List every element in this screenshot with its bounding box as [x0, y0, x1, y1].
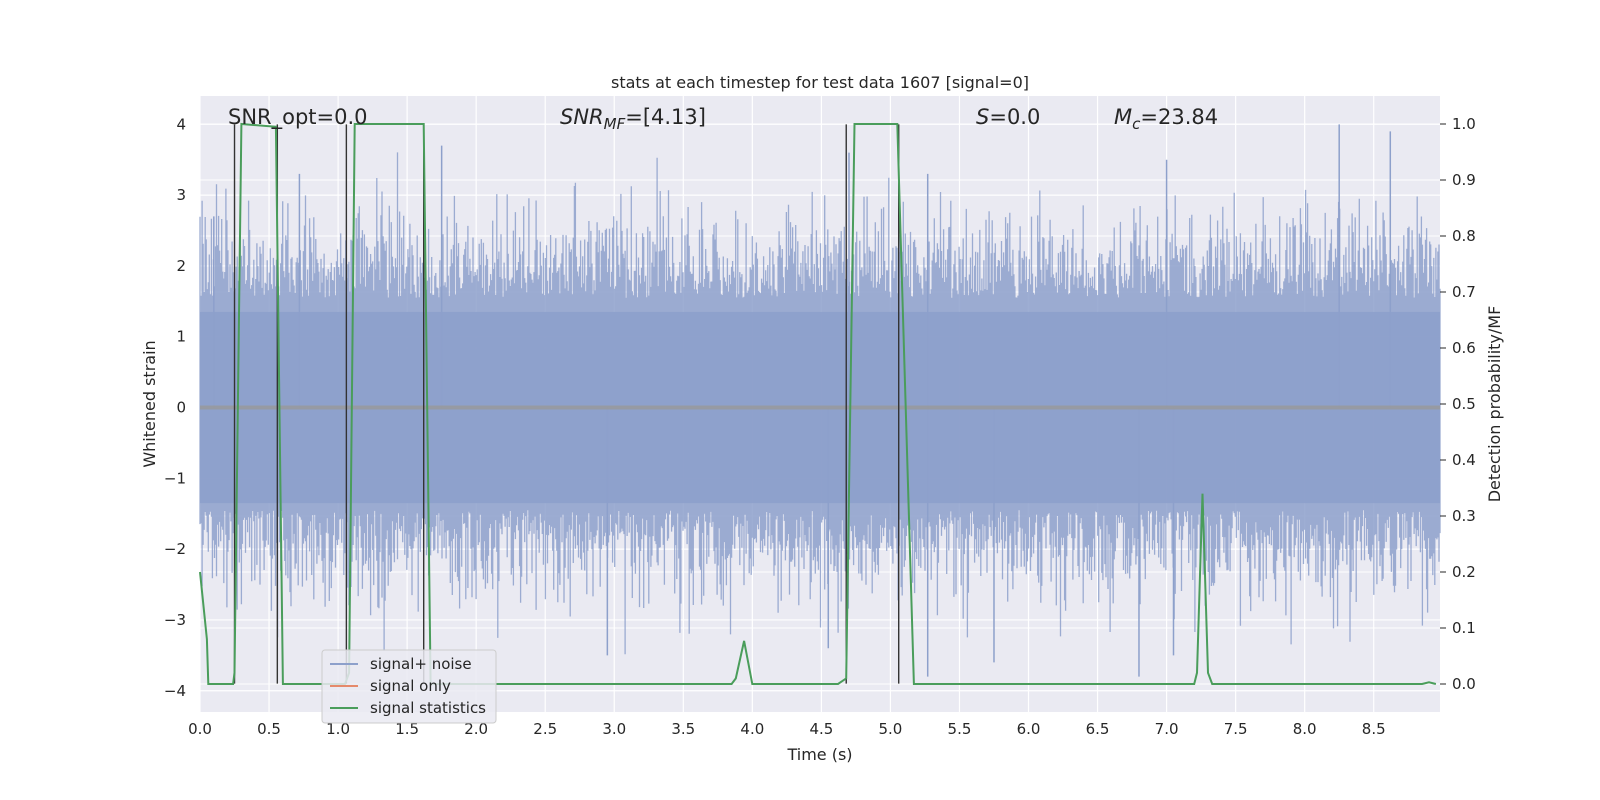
mc-main: M: [1114, 105, 1132, 129]
y-tick-label: 2: [176, 257, 186, 275]
snr-mf-main: SNR: [560, 105, 604, 129]
y2-tick-label: 0.8: [1452, 227, 1476, 245]
y2-axis-ticks: 1.0 0.9 0.8 0.7 0.6 0.5 0.4 0.3 0.2 0.1 0.0: [1440, 115, 1476, 693]
y-tick-label: −4: [164, 682, 186, 700]
x-tick-label: 7.5: [1224, 720, 1248, 738]
y-tick-label: 4: [176, 115, 186, 133]
legend-label-statistics: signal statistics: [370, 699, 486, 717]
x-axis-ticks: 0.0 0.5 1.0 1.5 2.0 2.5 3.0 3.5 4.0 4.5 5.0 5.5 6.0 6…: [188, 720, 1386, 738]
y2-tick-label: 0.4: [1452, 451, 1476, 469]
y-tick-label: 3: [176, 186, 186, 204]
y-axis-ticks: 4 3 2 1 0 −1 −2 −3 −4: [164, 115, 186, 699]
legend-box: [321, 649, 497, 724]
x-tick-label: 5.0: [878, 720, 902, 738]
annotation-s: S=0.0: [976, 105, 1040, 129]
x-tick-label: 6.5: [1086, 720, 1110, 738]
mc-rest: =23.84: [1140, 105, 1218, 129]
x-tick-label: 8.0: [1293, 720, 1317, 738]
y2-tick-label: 0.0: [1452, 675, 1476, 693]
statistics-line: [199, 122, 1437, 685]
x-tick-label: 0.5: [257, 720, 281, 738]
x-tick-label: 3.0: [602, 720, 626, 738]
y2-tick-label: 0.2: [1452, 563, 1476, 581]
annotation-mc: Mc=23.84: [1114, 105, 1218, 133]
x-tick-label: 5.5: [948, 720, 972, 738]
y2-tick-label: 0.9: [1452, 171, 1476, 189]
signal-statistics-series: [199, 122, 1437, 685]
y-tick-label: −2: [164, 540, 186, 558]
s-rest: =0.0: [989, 105, 1040, 129]
x-tick-label: 0.0: [188, 720, 212, 738]
y2-tick-label: 0.3: [1452, 507, 1476, 525]
x-tick-label: 3.5: [671, 720, 695, 738]
legend: signal+ noise signal only signal statist…: [321, 649, 497, 724]
mc-sub: c: [1132, 115, 1141, 133]
annotation-snr-opt: SNR_opt=0.0: [228, 105, 368, 130]
y2-tick-label: 1.0: [1452, 115, 1476, 133]
y2-tick-label: 0.7: [1452, 283, 1476, 301]
snr-mf-rest: =[4.13]: [625, 105, 706, 129]
x-tick-label: 6.0: [1017, 720, 1041, 738]
x-tick-label: 1.5: [395, 720, 419, 738]
y2-tick-label: 0.1: [1452, 619, 1476, 637]
x-tick-label: 4.0: [740, 720, 764, 738]
y2-axis-label: Detection probability/MF: [1485, 306, 1504, 503]
x-tick-label: 2.0: [464, 720, 488, 738]
y-axis-label: Whitened strain: [140, 340, 159, 467]
y2-tick-label: 0.5: [1452, 395, 1476, 413]
y2-tick-label: 0.6: [1452, 339, 1476, 357]
y-tick-label: −3: [164, 611, 186, 629]
x-tick-label: 7.0: [1155, 720, 1179, 738]
legend-label-noise: signal+ noise: [370, 655, 472, 673]
y-tick-label: 1: [176, 328, 186, 346]
x-axis-label: Time (s): [786, 745, 852, 764]
legend-label-signal-only: signal only: [370, 677, 451, 695]
x-tick-label: 1.0: [326, 720, 350, 738]
chart-title: stats at each timestep for test data 160…: [611, 73, 1029, 92]
x-tick-label: 2.5: [533, 720, 557, 738]
y-tick-label: 0: [176, 399, 186, 417]
s-main: S: [976, 105, 989, 129]
snr-mf-sub: MF: [604, 115, 626, 133]
y-tick-label: −1: [164, 469, 186, 487]
annotation-snr-mf: SNRMF=[4.13]: [560, 105, 706, 133]
x-tick-label: 8.5: [1362, 720, 1386, 738]
x-tick-label: 4.5: [809, 720, 833, 738]
